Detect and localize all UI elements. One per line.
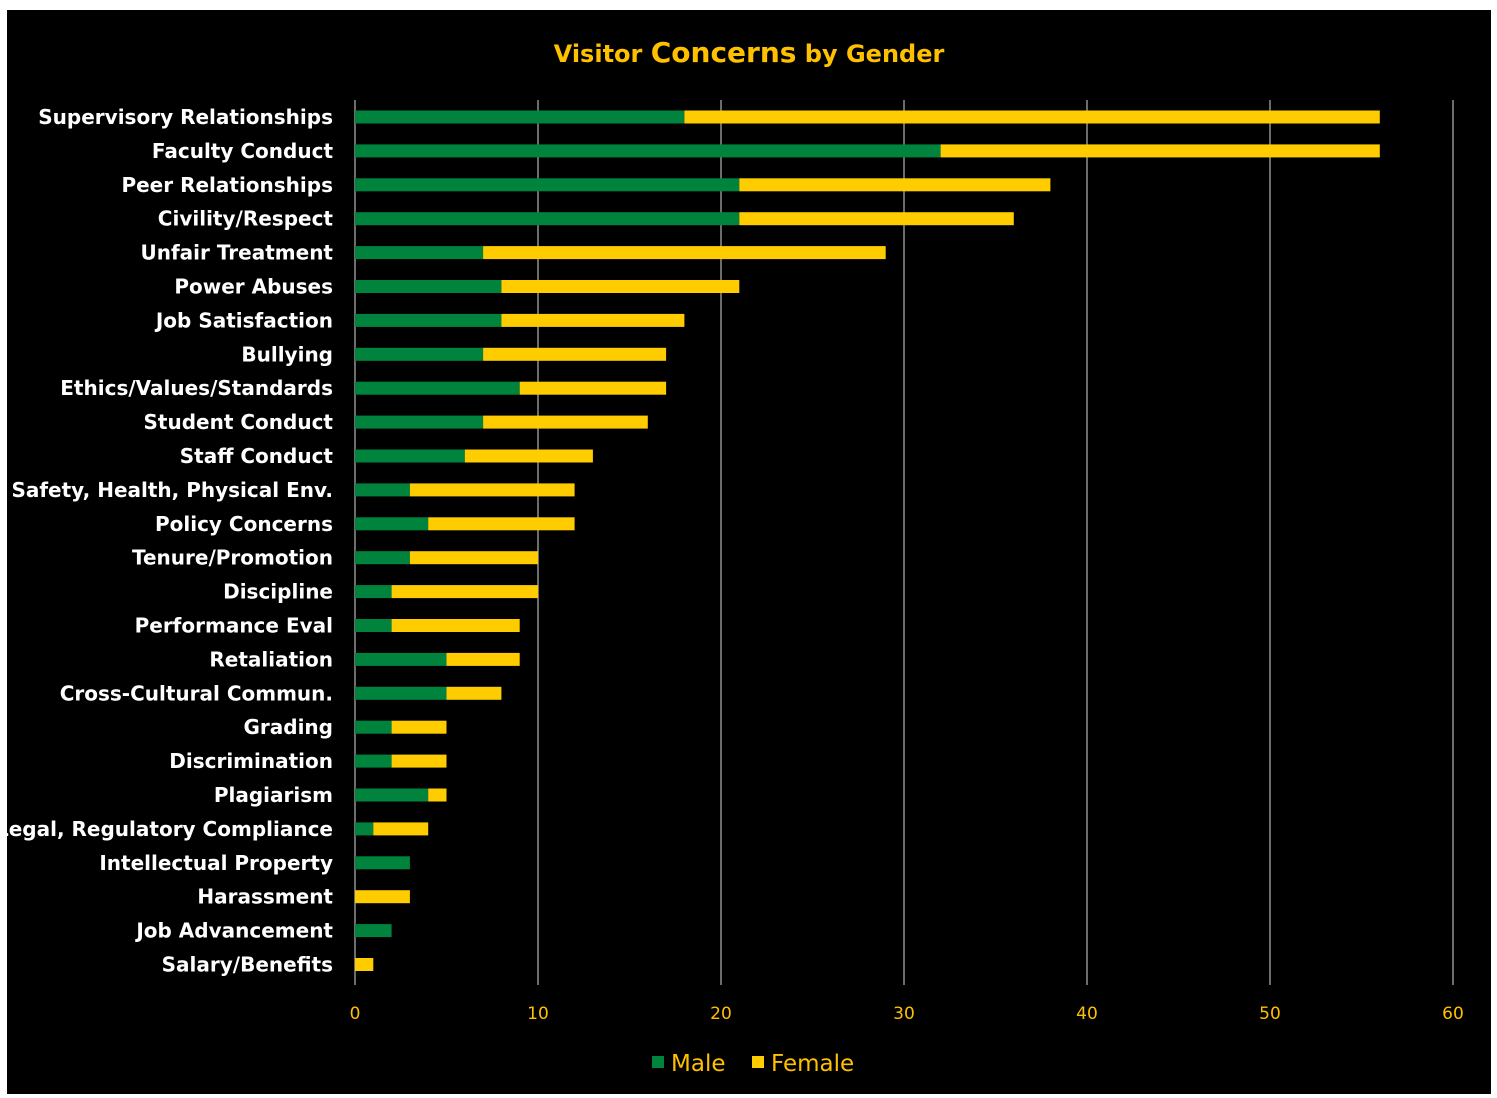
bar-female-0 [684,110,1380,124]
category-label: Safety, Health, Physical Env. [11,478,333,502]
category-label: Peer Relationships [121,173,333,197]
bar-male-24 [355,924,392,938]
category-label: Policy Concerns [155,512,333,536]
bar-female-18 [391,720,447,734]
category-labels: Supervisory Relationships Faculty Conduct… [7,105,333,977]
bar-female-1 [940,144,1380,158]
bar-female-17 [446,686,502,700]
bar-female-2 [739,178,1051,192]
bar-male-4 [355,246,484,260]
bar-male-0 [355,110,685,124]
category-label: Legal, Regulatory Compliance [7,817,333,841]
chart-title-prefix: Visitor [554,40,651,68]
chart-title-suffix: by Gender [796,40,944,68]
category-label: Tenure/Promotion [132,546,333,570]
bar-female-8 [519,381,667,395]
bar-male-7 [355,347,484,361]
bar-female-13 [409,551,538,565]
bar-male-20 [355,788,429,802]
category-label: Discipline [223,580,333,604]
category-label: Job Satisfaction [154,308,333,332]
category-label: Ethics/Values/Standards [60,376,333,400]
bar-male-1 [355,144,941,158]
chart-title: Visitor Concerns by Gender [554,36,945,69]
category-label: Faculty Conduct [152,139,334,163]
bar-female-4 [483,246,886,260]
bar-male-12 [355,517,429,531]
category-label: Power Abuses [174,275,333,299]
bar-male-14 [355,585,392,599]
x-tick-labels: 0 10 20 30 40 50 60 [350,1004,1464,1024]
bar-male-18 [355,720,392,734]
bar-female-7 [483,347,667,361]
x-tick-label: 0 [350,1004,361,1024]
legend: Male Female [652,1051,854,1077]
bar-male-17 [355,686,447,700]
bar-male-3 [355,212,740,226]
legend-label-male: Male [671,1051,725,1077]
bar-female-5 [501,280,740,293]
category-label: Performance Eval [135,614,333,638]
category-label: Civility/Respect [158,207,334,231]
bar-female-16 [446,652,520,666]
x-tick-label: 40 [1076,1004,1098,1024]
bars [355,110,1380,971]
gridlines [354,100,1454,985]
category-label: Grading [243,715,333,739]
category-label: Staff Conduct [180,444,334,468]
x-tick-label: 20 [710,1004,732,1024]
bar-male-11 [355,483,410,497]
category-label: Student Conduct [144,410,334,434]
bar-male-9 [355,415,484,429]
bar-male-19 [355,754,392,768]
category-label: Bullying [241,342,333,366]
bar-female-10 [464,449,593,463]
bar-male-6 [355,313,502,327]
bar-male-5 [355,280,502,293]
category-label: Salary/Benefits [162,953,333,977]
category-label: Job Advancement [134,919,333,943]
x-tick-label: 60 [1442,1004,1464,1024]
bar-female-15 [391,619,520,632]
x-tick-label: 50 [1259,1004,1281,1024]
category-label: Supervisory Relationships [38,105,333,129]
bar-male-21 [355,822,374,836]
legend-swatch-male [652,1056,664,1068]
bar-female-25 [355,958,374,971]
bar-female-14 [391,585,538,599]
category-label: Retaliation [209,647,333,671]
legend-swatch-female [752,1056,764,1068]
bar-female-20 [428,788,447,802]
bar-female-21 [373,822,429,836]
category-label: Cross-Cultural Commun. [60,681,333,705]
bar-female-11 [409,483,575,497]
category-label: Plagiarism [214,783,333,807]
chart-area: Visitor Concerns by Gender Supervisory R… [7,10,1491,1094]
bar-male-10 [355,449,465,463]
category-label: Unfair Treatment [141,241,334,265]
category-label: Discrimination [169,749,333,773]
chart-title-emphasis: Concerns [651,36,797,69]
bar-female-19 [391,754,447,768]
bar-female-6 [501,313,685,327]
category-label: Intellectual Property [99,851,333,875]
bar-female-12 [428,517,575,531]
bar-male-2 [355,178,740,192]
category-label: Harassment [197,885,333,909]
legend-label-female: Female [771,1051,854,1077]
bar-male-22 [355,856,410,870]
x-tick-label: 10 [527,1004,549,1024]
bar-female-23 [355,890,410,904]
bar-male-8 [355,381,520,395]
stacked-bar-chart: Visitor Concerns by Gender Supervisory R… [7,36,1464,1077]
bar-male-16 [355,652,447,666]
bar-male-13 [355,551,410,565]
x-tick-label: 30 [893,1004,915,1024]
bar-female-3 [739,212,1014,226]
bar-female-9 [483,415,648,429]
bar-male-15 [355,619,392,632]
